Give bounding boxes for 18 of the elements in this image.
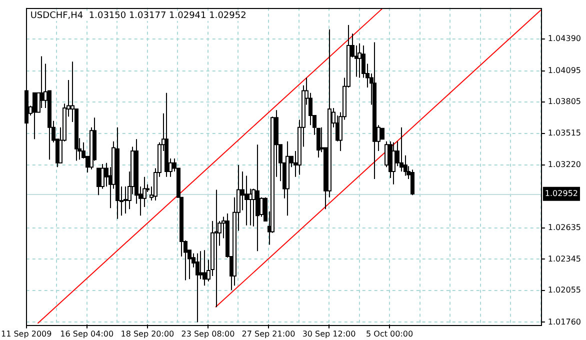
x-tick-label: 11 Sep 2009 [1, 329, 52, 338]
y-tick-label: 1.02635 [548, 223, 582, 232]
x-tick-label: 30 Sep 12:00 [302, 329, 356, 338]
ref-line-label: 1.02952 [544, 188, 578, 198]
x-tick-label: 5 Oct 00:00 [366, 329, 414, 338]
y-tick-label: 1.04390 [548, 34, 582, 44]
x-tick-label: 18 Sep 20:00 [120, 329, 174, 338]
y-tick-label: 1.03220 [548, 160, 582, 170]
y-tick-label: 1.01760 [548, 317, 582, 326]
x-tick-label: 23 Sep 08:00 [181, 329, 235, 338]
y-tick-label: 1.02055 [548, 286, 582, 295]
chart-title: USDCHF,H4 1.03150 1.03177 1.02941 1.02952 [29, 10, 248, 21]
y-tick-label: 1.03805 [548, 97, 582, 106]
y-tick-label: 1.03515 [548, 128, 582, 138]
x-tick-label: 27 Sep 21:00 [242, 329, 296, 338]
y-tick-label: 1.02345 [548, 254, 582, 264]
y-tick-label: 1.04095 [548, 66, 582, 75]
x-tick-label: 16 Sep 04:00 [60, 329, 114, 338]
